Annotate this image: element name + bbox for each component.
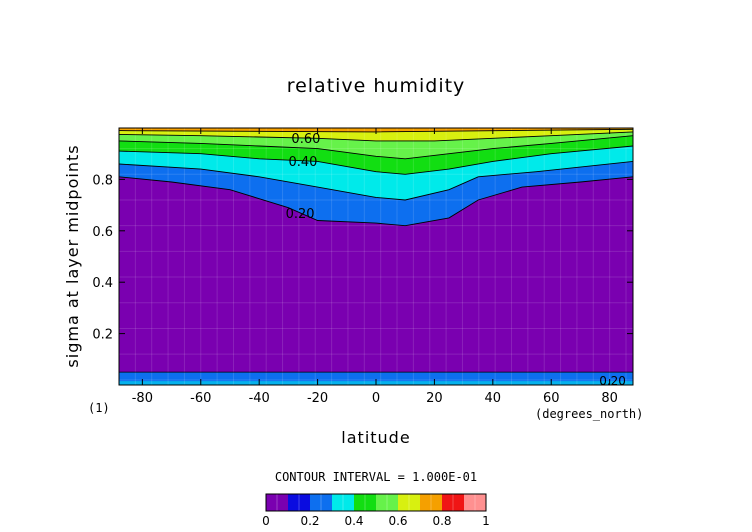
colorbar <box>265 493 487 512</box>
contour-label-surface: 0.20 <box>599 374 626 388</box>
y-axis-label: sigma at layer midpoints <box>63 144 82 367</box>
x-axis-ticks: -80 -60 -40 -20 0 20 40 60 80 <box>132 128 618 406</box>
colorbar-tick-label: 1 <box>482 514 490 528</box>
y-unit-label: (1) <box>88 401 110 415</box>
colorbar-swatch <box>310 494 332 511</box>
contour-label: 0.20 <box>286 207 315 222</box>
contour-label: 0.60 <box>291 132 320 147</box>
contour-interval-text: CONTOUR INTERVAL = 1.000E-01 <box>275 470 477 484</box>
colorbar-swatch <box>376 494 398 511</box>
colorbar-frame <box>265 493 487 512</box>
colorbar-tick-label: 0.8 <box>432 514 451 528</box>
x-tick-label: 80 <box>601 391 618 406</box>
colorbar-swatch <box>420 494 442 511</box>
colorbar-swatch <box>464 494 486 511</box>
x-unit-label: (degrees_north) <box>535 407 643 421</box>
colorbar-swatch <box>266 494 288 511</box>
contour-line-0.2 <box>119 176 633 227</box>
colorbar-swatch <box>332 494 354 511</box>
y-tick-label: 0.8 <box>92 173 113 188</box>
y-axis-ticks: 0.2 0.4 0.6 0.8 <box>92 173 633 343</box>
y-tick-label: 0.4 <box>92 276 113 291</box>
colorbar-tick-label: 0.4 <box>344 514 363 528</box>
x-tick-label: 60 <box>543 391 560 406</box>
contour-line-0.4 <box>119 145 633 175</box>
contour-line-0.6 <box>119 131 633 142</box>
x-tick-label: -40 <box>249 391 270 406</box>
grid-layer <box>119 128 633 385</box>
x-tick-label: 0 <box>372 391 380 406</box>
colorbar-tick-label: 0.6 <box>388 514 407 528</box>
x-tick-label: -60 <box>190 391 211 406</box>
colorbar-swatch <box>398 494 420 511</box>
y-tick-label: 0.6 <box>92 225 113 240</box>
contour-fill-layer <box>119 128 633 385</box>
contour-line-0.5 <box>119 135 633 160</box>
colorbar-swatch <box>354 494 376 511</box>
colorbar-tick-labels: 0 0.2 0.4 0.6 0.8 1 <box>262 514 490 528</box>
chart-title: relative humidity <box>287 75 466 97</box>
colorbar-tick-label: 0 <box>262 514 270 528</box>
x-axis-label: latitude <box>341 428 410 447</box>
colorbar-swatch <box>288 494 310 511</box>
contour-label: 0.40 <box>289 155 318 170</box>
contour-line-0.3 <box>119 160 633 201</box>
x-tick-label: 40 <box>485 391 502 406</box>
colorbar-tick-label: 0.2 <box>300 514 319 528</box>
colorbar-swatch <box>442 494 464 511</box>
x-tick-label: -80 <box>132 391 153 406</box>
x-tick-label: 20 <box>426 391 443 406</box>
y-tick-label: 0.2 <box>92 328 113 343</box>
contour-labels: 0.60 0.40 0.20 0.20 <box>286 132 626 388</box>
x-tick-label: -20 <box>307 391 328 406</box>
